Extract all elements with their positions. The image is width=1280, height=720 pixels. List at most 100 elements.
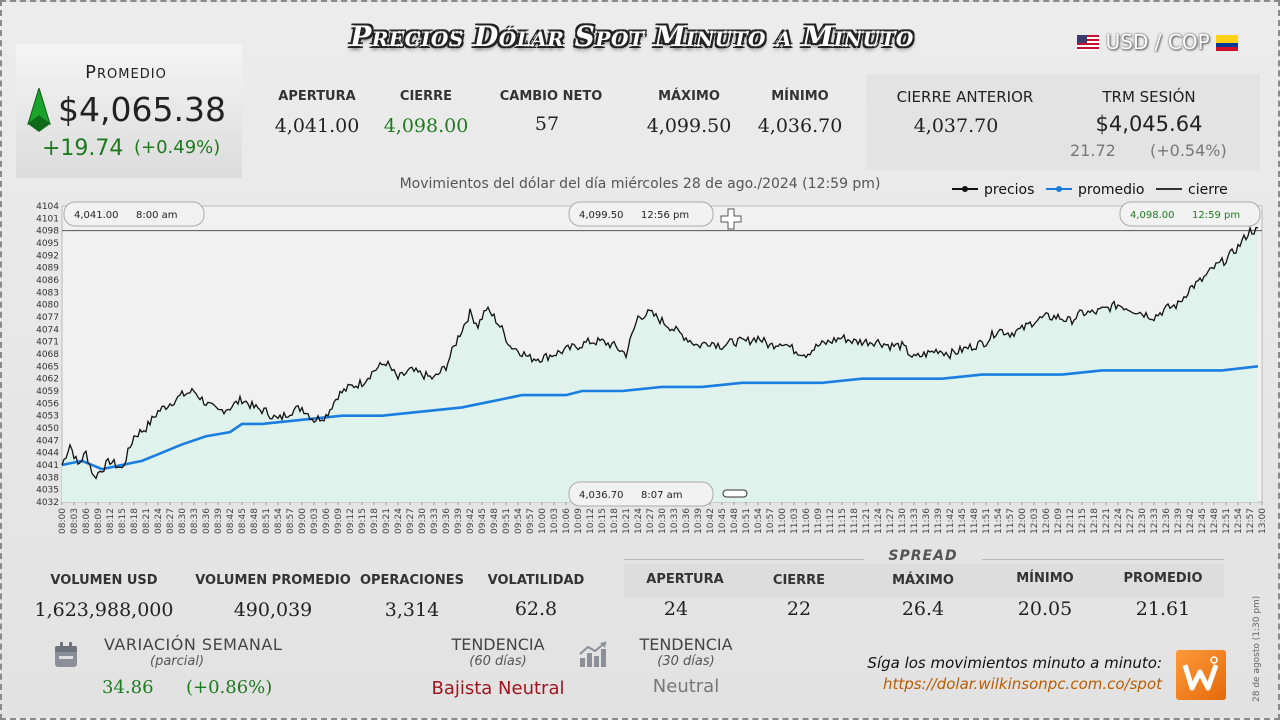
volatilidad-value: 62.8 — [514, 598, 558, 620]
spread-promedio-label: PROMEDIO — [1123, 571, 1203, 586]
trm-change-pct: (+0.54%) — [1150, 141, 1227, 160]
spread-maximo-label: MÁXIMO — [892, 573, 954, 588]
y-tick-label: 4032 — [36, 498, 59, 508]
x-tick-label: 12:42 — [1186, 508, 1196, 534]
y-tick-label: 4038 — [36, 473, 59, 483]
x-tick-label: 08:15 — [118, 508, 128, 534]
promedio-change: +19.74 — [42, 136, 124, 161]
x-tick-label: 12:06 — [1042, 508, 1052, 534]
x-tick-label: 09:54 — [514, 508, 524, 534]
y-tick-label: 4098 — [36, 227, 59, 237]
chart-title: Movimientos del dólar del día miércoles … — [400, 176, 881, 192]
y-tick-label: 4056 — [36, 399, 59, 409]
x-tick-label: 08:24 — [154, 508, 164, 534]
wilkinson-logo-icon[interactable] — [1176, 650, 1226, 700]
x-tick-label: 12:45 — [1198, 508, 1208, 534]
y-tick-label: 4053 — [36, 412, 59, 422]
promedio-value: $4,065.38 — [58, 90, 226, 129]
x-tick-label: 08:00 — [58, 508, 68, 534]
tendencia60-value: Bajista Neutral — [431, 678, 565, 699]
x-tick-label: 09:39 — [454, 508, 464, 534]
annotations: 4,041.00 8:00 am 4,099.50 12:56 pm 4,098.00 1… — [63, 201, 1261, 507]
x-tick-label: 09:18 — [370, 508, 380, 534]
x-tick-label: 09:15 — [358, 508, 368, 534]
x-tick-label: 11:24 — [874, 508, 884, 534]
cierre-trm-panel — [866, 74, 1260, 170]
y-tick-label: 4068 — [36, 350, 59, 360]
x-tick-label: 08:06 — [82, 508, 92, 534]
trm-change: 21.72 — [1070, 141, 1116, 160]
x-tick-label: 10:18 — [610, 508, 620, 534]
spread-panel — [624, 564, 1224, 598]
follow-url-link[interactable]: https://dolar.wilkinsonpc.com.co/spot — [882, 675, 1162, 693]
y-tick-label: 4062 — [36, 375, 59, 385]
annotation-apertura-time: 8:00 am — [136, 210, 178, 221]
x-tick-label: 08:42 — [226, 508, 236, 534]
x-tick-label: 09:24 — [394, 508, 404, 534]
y-tick-label: 4080 — [36, 301, 59, 311]
volumen-usd-label: VOLUMEN USD — [50, 573, 158, 588]
operaciones-value: 3,314 — [384, 599, 440, 621]
price-chart: Movimientos del dólar del día miércoles … — [14, 176, 1270, 538]
x-tick-label: 09:21 — [382, 508, 392, 534]
x-tick-label: 09:12 — [346, 508, 356, 534]
annotation-apertura: 4,041.00 8:00 am — [63, 201, 205, 227]
annotation-maximo: 4,099.50 12:56 pm — [568, 201, 714, 227]
y-tick-label: 4104 — [36, 202, 59, 212]
x-tick-label: 09:33 — [430, 508, 440, 534]
x-tick-label: 09:09 — [334, 508, 344, 534]
y-tick-label: 4041 — [36, 461, 59, 471]
x-tick-label: 10:57 — [766, 508, 776, 534]
annotation-cierre: 4,098.00 12:59 pm — [1119, 201, 1261, 227]
promedio-label: Promedio — [85, 62, 167, 83]
x-tick-label: 08:45 — [238, 508, 248, 534]
x-tick-label: 09:00 — [298, 508, 308, 534]
chart-svg: Movimientos del dólar del día miércoles … — [36, 176, 1268, 534]
stat-apertura-label: APERTURA — [278, 89, 356, 104]
x-tick-label: 12:21 — [1102, 508, 1112, 534]
y-tick-label: 4035 — [36, 486, 59, 496]
x-tick-label: 08:54 — [274, 508, 284, 534]
x-tick-label: 11:51 — [982, 508, 992, 534]
x-tick-label: 11:00 — [778, 508, 788, 534]
x-tick-label: 08:48 — [250, 508, 260, 534]
annotation-maximo-bg — [568, 201, 714, 227]
x-tick-label: 10:51 — [742, 508, 752, 534]
spread-cierre-label: CIERRE — [772, 573, 826, 588]
x-tick-label: 09:36 — [442, 508, 452, 534]
y-tick-label: 4083 — [36, 288, 59, 298]
x-tick-label: 12:00 — [1018, 508, 1028, 534]
x-tick-label: 09:57 — [526, 508, 536, 534]
stat-minimo-value: 4,036.70 — [757, 115, 843, 137]
x-tick-label: 10:21 — [622, 508, 632, 534]
x-tick-label: 12:36 — [1162, 508, 1172, 534]
x-tick-label: 11:09 — [814, 508, 824, 534]
x-tick-label: 10:09 — [574, 508, 584, 534]
x-tick-label: 12:24 — [1114, 508, 1124, 534]
x-tick-label: 11:45 — [958, 508, 968, 534]
x-tick-label: 08:39 — [214, 508, 224, 534]
cierre-anterior-value: 4,037.70 — [913, 115, 999, 137]
volumen-promedio-value: 490,039 — [233, 599, 313, 621]
x-tick-label: 12:39 — [1174, 508, 1184, 534]
x-tick-label: 11:27 — [886, 508, 896, 534]
spread-apertura-value: 24 — [663, 598, 689, 620]
variacion-sub: (parcial) — [150, 654, 205, 669]
x-tick-label: 12:51 — [1222, 508, 1232, 534]
x-tick-label: 12:30 — [1138, 508, 1148, 534]
stat-maximo-label: MÁXIMO — [658, 89, 720, 104]
y-tick-label: 4101 — [36, 214, 59, 224]
y-tick-label: 4089 — [36, 264, 59, 274]
x-tick-label: 10:54 — [754, 508, 764, 534]
x-tick-label: 08:03 — [70, 508, 80, 534]
x-tick-label: 10:24 — [634, 508, 644, 534]
trm-label: TRM SESIÓN — [1102, 88, 1196, 106]
x-tick-label: 08:27 — [166, 508, 176, 534]
annotation-maximo-time: 12:56 pm — [641, 210, 689, 221]
colombia-flag-icon — [1216, 32, 1238, 51]
trm-value: $4,045.64 — [1095, 112, 1203, 136]
x-tick-label: 09:45 — [478, 508, 488, 534]
legend-marker-1 — [1056, 186, 1062, 192]
x-tick-label: 12:27 — [1126, 508, 1136, 534]
x-tick-label: 08:18 — [130, 508, 140, 534]
